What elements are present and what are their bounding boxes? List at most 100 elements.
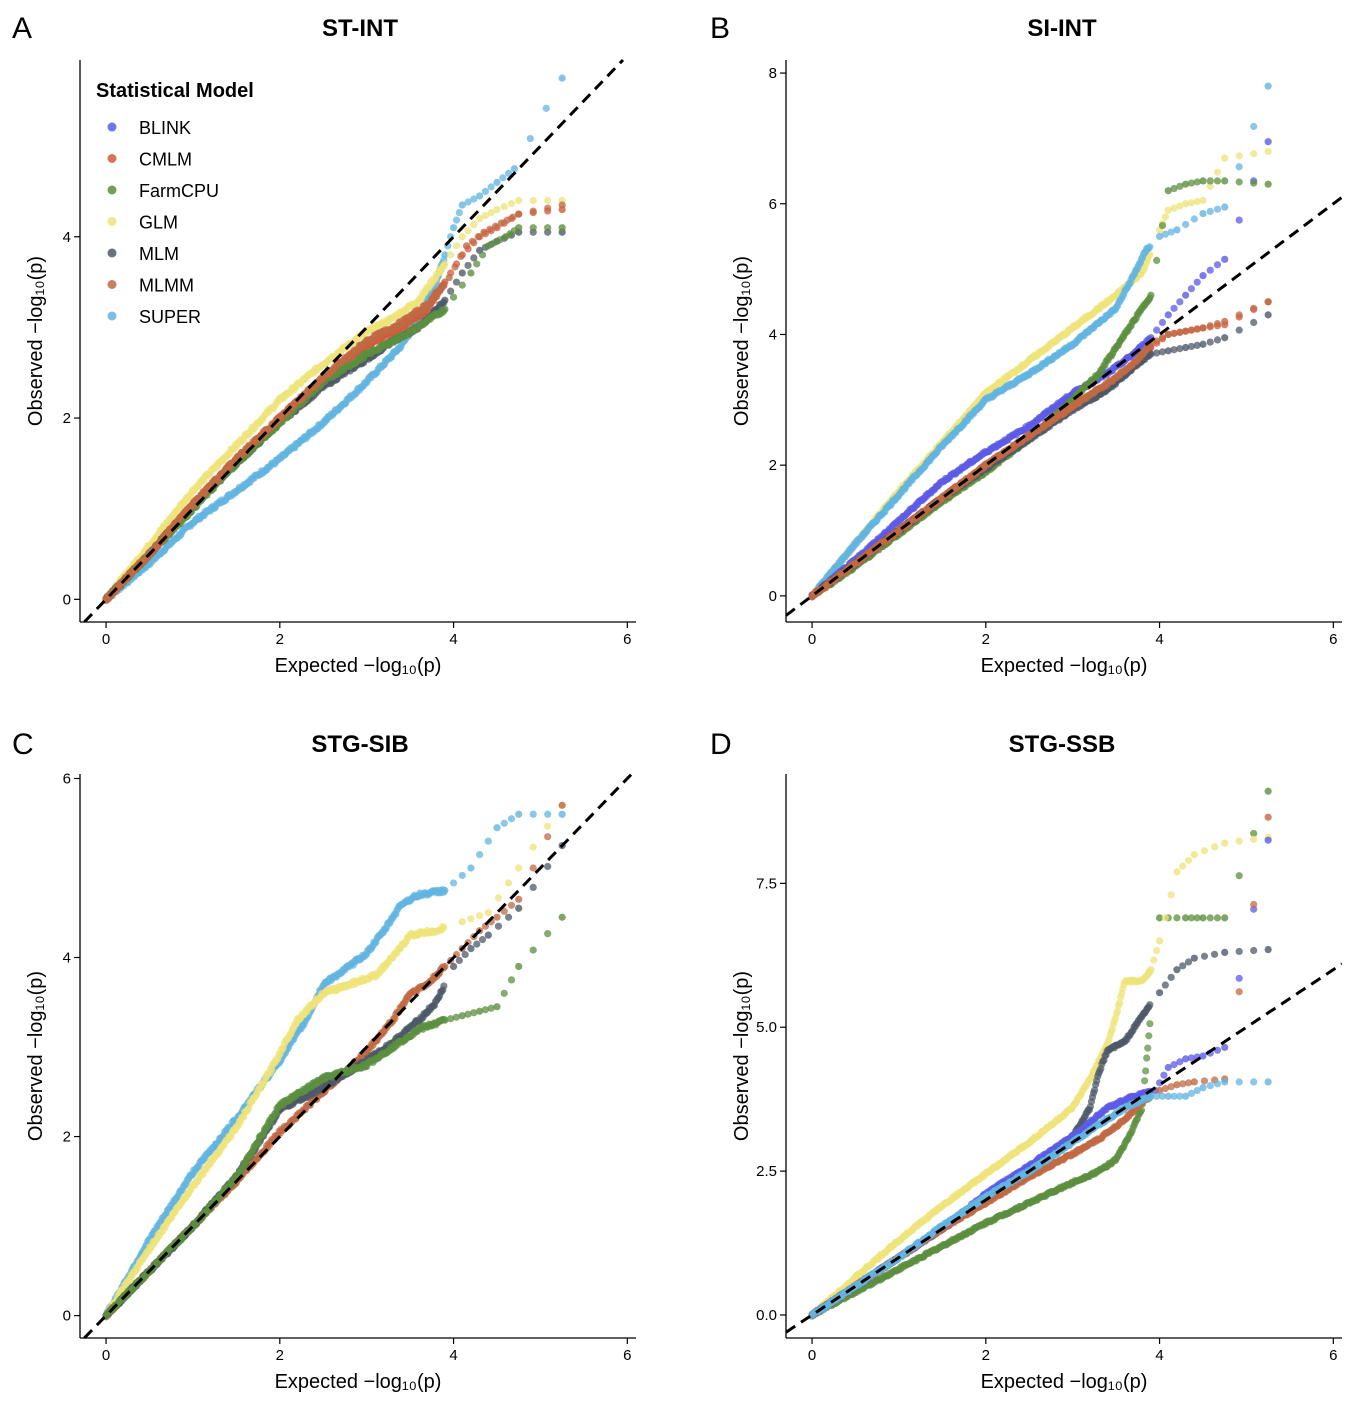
- data-point: [1164, 187, 1172, 195]
- data-point: [1161, 213, 1169, 221]
- y-tick-label: 8: [769, 65, 777, 82]
- data-point: [1213, 177, 1222, 185]
- data-point: [1164, 311, 1172, 319]
- legend-label: CMLM: [139, 150, 192, 170]
- data-point: [1153, 326, 1161, 334]
- data-point: [478, 251, 487, 259]
- data-point: [447, 287, 455, 295]
- data-point: [493, 824, 501, 832]
- data-point: [1235, 152, 1243, 160]
- plot-area: [83, 58, 625, 622]
- data-point: [445, 273, 453, 282]
- x-tick-label: 6: [1329, 631, 1337, 648]
- data-point: [1199, 209, 1207, 218]
- x-tick-label: 4: [1155, 631, 1163, 648]
- data-point: [1221, 334, 1229, 342]
- data-point: [1147, 350, 1155, 358]
- data-point: [1221, 177, 1229, 185]
- data-point: [1206, 207, 1214, 215]
- x-axis-title-unit: −log₁₀(p): [364, 1371, 442, 1393]
- data-point: [476, 850, 484, 859]
- data-point: [473, 260, 481, 268]
- panel-title: SI-INT: [1027, 15, 1097, 42]
- data-point: [1221, 317, 1229, 325]
- data-point: [1213, 319, 1222, 328]
- x-tick-label: 6: [623, 631, 631, 648]
- y-tick-label: 0: [769, 588, 777, 605]
- data-point: [544, 204, 552, 212]
- y-tick-label: 0: [63, 1308, 71, 1325]
- x-tick-label: 2: [276, 1347, 284, 1364]
- legend-label: GLM: [139, 213, 178, 233]
- data-point: [452, 242, 461, 250]
- legend-label: FarmCPU: [139, 181, 219, 201]
- data-point: [1170, 304, 1178, 312]
- y-tick-label: 4: [63, 950, 71, 967]
- data-point: [1221, 203, 1229, 211]
- data-point: [1199, 324, 1207, 332]
- data-point: [1147, 291, 1155, 299]
- y-axis-title-unit: −log₁₀(p): [25, 256, 47, 334]
- data-point: [1250, 122, 1258, 131]
- data-point: [544, 810, 552, 818]
- panel-letter: B: [710, 12, 730, 45]
- data-point: [515, 224, 523, 232]
- x-tick-label: 2: [982, 631, 990, 648]
- data-point: [1206, 266, 1214, 274]
- data-point: [515, 810, 523, 818]
- x-tick-label: 6: [623, 1347, 631, 1364]
- data-point: [496, 236, 504, 244]
- data-point: [1199, 272, 1207, 280]
- data-point: [1250, 179, 1258, 187]
- data-point: [1182, 291, 1190, 299]
- data-point: [1213, 205, 1222, 213]
- data-point: [1221, 255, 1229, 263]
- legend-key-super: [107, 311, 117, 321]
- data-point: [504, 169, 513, 177]
- data-point: [1235, 178, 1243, 186]
- data-point: [458, 871, 466, 880]
- data-point: [441, 296, 449, 304]
- data-point: [500, 819, 508, 827]
- data-point: [1155, 232, 1164, 241]
- data-point: [441, 886, 449, 894]
- x-axis-title: Expected −log₁₀(p): [275, 655, 442, 677]
- y-tick-label: 6: [769, 196, 777, 213]
- data-point: [1164, 347, 1172, 355]
- y-axis-title-unit: −log₁₀(p): [25, 971, 47, 1049]
- data-point: [474, 233, 482, 241]
- data-point: [1199, 340, 1207, 348]
- x-axis-title-main: Expected: [981, 655, 1070, 677]
- data-point: [515, 196, 523, 205]
- legend-key-farmcpu: [107, 185, 117, 195]
- data-point: [1213, 336, 1222, 344]
- data-point: [464, 198, 472, 206]
- data-point: [449, 879, 458, 887]
- data-point: [1176, 345, 1184, 353]
- data-point: [1158, 221, 1167, 230]
- plot-area: [83, 772, 633, 1338]
- x-axis-title-main: Expected: [275, 1371, 364, 1393]
- series-super: [808, 82, 1272, 599]
- data-point: [1199, 177, 1207, 185]
- data-point: [458, 201, 466, 209]
- data-point: [493, 178, 501, 186]
- series-glm: [102, 196, 566, 603]
- legend-label: MLMM: [139, 276, 194, 296]
- data-point: [476, 192, 484, 200]
- x-tick-label: 4: [449, 1347, 457, 1364]
- y-axis-title-main: Observed: [25, 334, 47, 426]
- data-point: [544, 224, 552, 232]
- data-point: [470, 221, 478, 229]
- data-point: [1153, 349, 1161, 357]
- data-point: [1264, 147, 1272, 156]
- data-point: [458, 233, 466, 241]
- data-point: [491, 222, 500, 230]
- data-point: [1161, 230, 1169, 238]
- data-point: [1158, 348, 1167, 356]
- data-point: [487, 208, 495, 217]
- data-point: [1170, 346, 1178, 354]
- data-point: [510, 165, 518, 173]
